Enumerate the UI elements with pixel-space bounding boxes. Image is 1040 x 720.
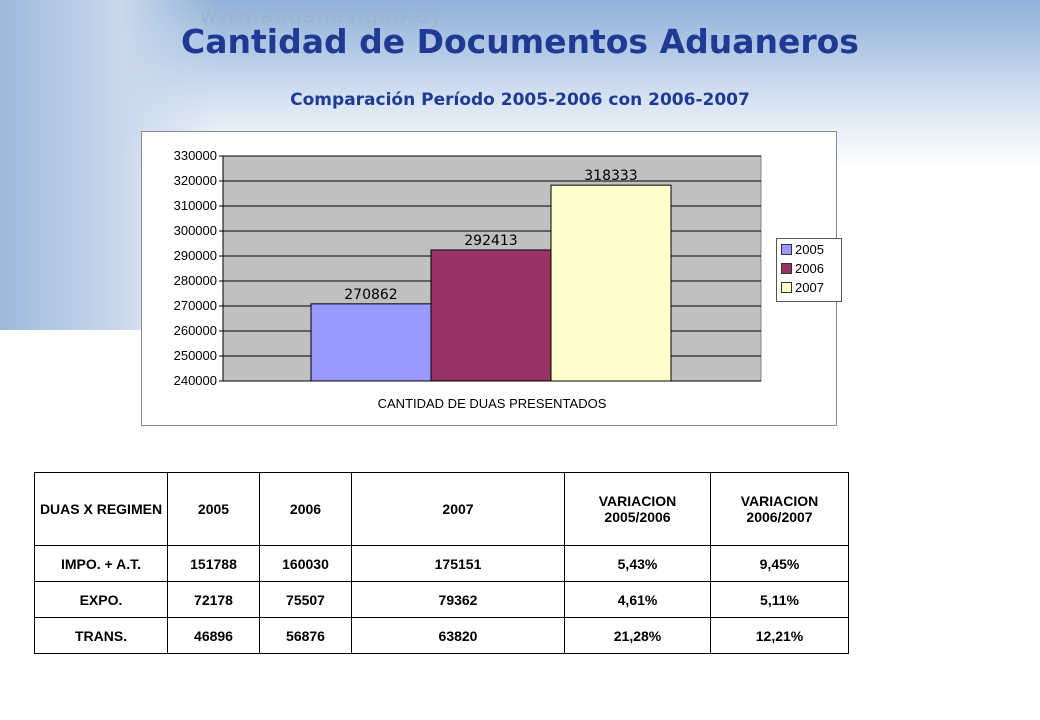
- table-header-cell: DUAS X REGIMEN: [34, 472, 168, 546]
- url-watermark: www.aduanas.gub.uy: [200, 4, 443, 28]
- table-cell: 151788: [167, 545, 260, 582]
- table-cell: 5,11%: [710, 581, 849, 618]
- table-cell: 160030: [259, 545, 352, 582]
- legend-swatch: [781, 263, 792, 274]
- table-row: IMPO. + A.T. 151788 160030 175151 5,43% …: [34, 545, 849, 582]
- table-cell: 46896: [167, 617, 260, 654]
- y-tick-label: 280000: [174, 273, 217, 288]
- y-tick-label: 270000: [174, 298, 217, 313]
- legend-swatch: [781, 244, 792, 255]
- duas-table: DUAS X REGIMEN 2005 2006 2007 VARIACION …: [34, 472, 849, 654]
- table-cell: 21,28%: [564, 617, 711, 654]
- bar-chart: 240000 250000 260000 270000 280000 290000 3000…: [141, 131, 842, 426]
- table-cell: 56876: [259, 617, 352, 654]
- table-header-cell: 2005: [167, 472, 260, 546]
- table-cell: 75507: [259, 581, 352, 618]
- table-cell: 5,43%: [564, 545, 711, 582]
- y-tick-label: 310000: [174, 198, 217, 213]
- table-row: TRANS. 46896 56876 63820 21,28% 12,21%: [34, 617, 849, 654]
- table-header-row: DUAS X REGIMEN 2005 2006 2007 VARIACION …: [34, 472, 849, 546]
- table-cell: IMPO. + A.T.: [34, 545, 168, 582]
- y-tick-label: 250000: [174, 348, 217, 363]
- chart-svg: 240000 250000 260000 270000 280000 290000 3000…: [174, 148, 762, 411]
- table-cell: 63820: [351, 617, 565, 654]
- y-tick-label: 260000: [174, 323, 217, 338]
- legend-label: 2006: [795, 261, 824, 276]
- bar-value-label: 270862: [344, 287, 397, 303]
- table-cell: TRANS.: [34, 617, 168, 654]
- table-row: EXPO. 72178 75507 79362 4,61% 5,11%: [34, 581, 849, 618]
- table-cell: 72178: [167, 581, 260, 618]
- legend-item: 2006: [781, 260, 841, 277]
- legend-label: 2007: [795, 280, 824, 295]
- legend-label: 2005: [795, 242, 824, 257]
- y-tick-label: 290000: [174, 248, 217, 263]
- y-tick-label: 240000: [174, 373, 217, 388]
- bar-value-label: 318333: [584, 168, 637, 184]
- bar-2005: [310, 303, 432, 382]
- legend-item: 2005: [781, 241, 841, 258]
- y-tick-label: 300000: [174, 223, 217, 238]
- table-header-cell: 2006: [259, 472, 352, 546]
- table-cell: 9,45%: [710, 545, 849, 582]
- page-subtitle: Comparación Período 2005-2006 con 2006-2…: [290, 90, 750, 110]
- table-cell: 4,61%: [564, 581, 711, 618]
- bar-value-label: 292413: [464, 233, 517, 249]
- legend-item: 2007: [781, 279, 841, 296]
- bar-2006: [430, 249, 552, 382]
- y-tick-label: 320000: [174, 173, 217, 188]
- table-cell: EXPO.: [34, 581, 168, 618]
- table-header-cell: 2007: [351, 472, 565, 546]
- bar-2007: [550, 184, 672, 382]
- x-axis-label: CANTIDAD DE DUAS PRESENTADOS: [378, 396, 607, 411]
- table-cell: 175151: [351, 545, 565, 582]
- table-header-cell: VARIACION 2005/2006: [564, 472, 711, 546]
- legend-swatch: [781, 282, 792, 293]
- page-title: Cantidad de Documentos Aduaneros: [181, 22, 859, 61]
- table-cell: 79362: [351, 581, 565, 618]
- chart-legend: 2005 2006 2007: [776, 238, 842, 302]
- y-tick-label: 330000: [174, 148, 217, 163]
- table-header-cell: VARIACION 2006/2007: [710, 472, 849, 546]
- table-cell: 12,21%: [710, 617, 849, 654]
